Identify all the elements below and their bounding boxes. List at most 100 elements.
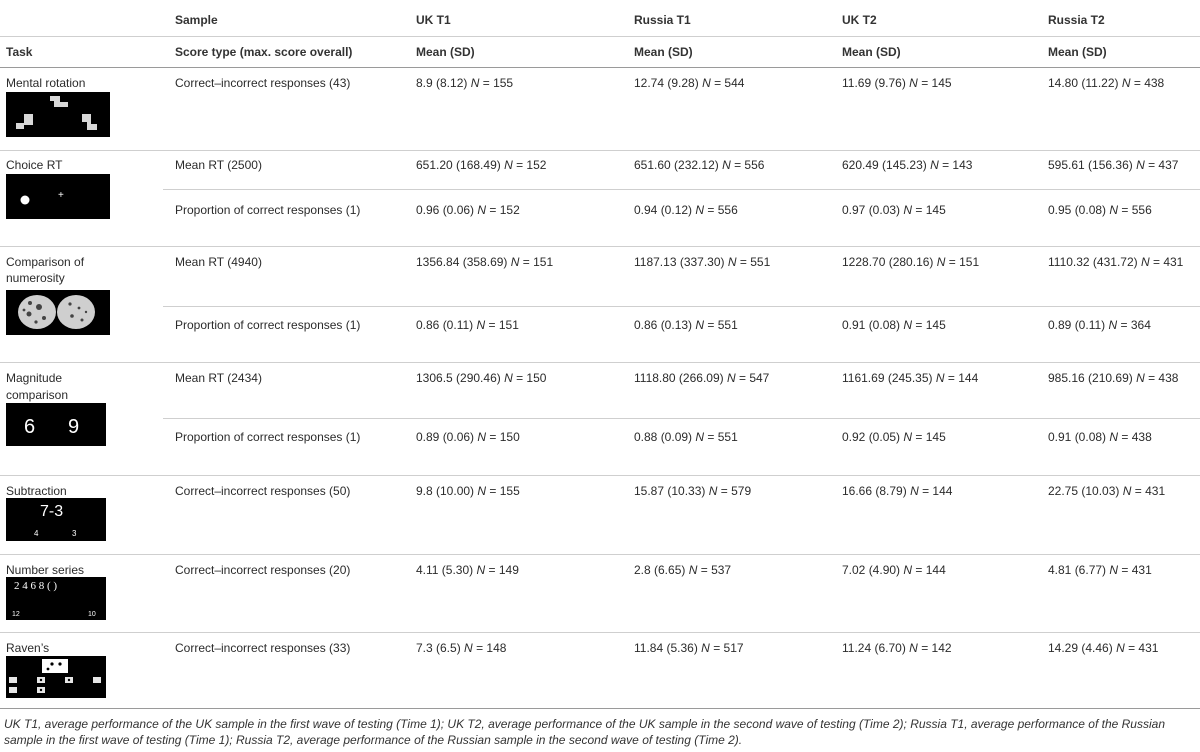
- task-name: comparison: [6, 388, 69, 402]
- value-cell: 0.94 (0.12) N = 556: [634, 203, 738, 218]
- n-symbol: N: [1108, 318, 1118, 332]
- n-symbol: N: [695, 430, 705, 444]
- footnote-line: sample in the first wave of testing (Tim…: [4, 733, 743, 747]
- sample-size: = 155: [489, 484, 520, 498]
- n-symbol: N: [504, 371, 513, 385]
- mean-sd: 651.60 (232.12): [634, 158, 719, 172]
- row-divider: [0, 246, 1200, 247]
- mean-sd: 4.81 (6.77): [1048, 563, 1107, 577]
- mean-sd: 14.80 (11.22): [1048, 76, 1119, 90]
- subtraction-stimulus: 7-3 4 3: [6, 498, 106, 541]
- mean-sd: 16.66 (8.79): [842, 484, 907, 498]
- value-cell: 0.95 (0.08) N = 556: [1048, 203, 1152, 218]
- value-cell: 9.8 (10.00) N = 155: [416, 484, 520, 499]
- value-cell: 1161.69 (245.35) N = 144: [842, 371, 978, 386]
- sample-size: = 144: [922, 484, 953, 498]
- subtraction-option: 3: [72, 529, 77, 538]
- n-symbol: N: [1116, 641, 1125, 655]
- mean-sd: 0.94 (0.12): [634, 203, 693, 217]
- sample-size: = 142: [921, 641, 952, 655]
- n-symbol: N: [903, 203, 913, 217]
- value-cell: 7.3 (6.5) N = 148: [416, 641, 506, 656]
- sample-size: = 438: [1148, 371, 1179, 385]
- value-cell: 620.49 (145.23) N = 143: [842, 158, 972, 173]
- sample-size: = 551: [707, 318, 738, 332]
- n-symbol: N: [930, 158, 939, 172]
- value-cell: 1356.84 (358.69) N = 151: [416, 255, 553, 270]
- n-symbol: N: [903, 563, 913, 577]
- value-cell: 651.20 (168.49) N = 152: [416, 158, 546, 173]
- n-symbol: N: [727, 255, 737, 269]
- sample-size: = 155: [482, 76, 514, 90]
- n-symbol: N: [470, 76, 480, 90]
- n-symbol: N: [1109, 203, 1119, 217]
- table-footnote: UK T1, average performance of the UK sam…: [4, 716, 1196, 748]
- value-cell: 14.29 (4.46) N = 431: [1048, 641, 1158, 656]
- mean-sd: 4.11 (5.30): [416, 563, 474, 577]
- value-cell: 1228.70 (280.16) N = 151: [842, 255, 979, 270]
- sample-size: = 438: [1121, 430, 1152, 444]
- n-symbol: N: [510, 255, 520, 269]
- sample-size: = 143: [942, 158, 973, 172]
- row-divider: [0, 362, 1200, 363]
- sample-size: = 544: [714, 76, 745, 90]
- value-cell: 1306.5 (290.46) N = 150: [416, 371, 546, 386]
- subtraction-problem: 7-3: [40, 503, 63, 520]
- header-uk-t1: UK T1: [416, 13, 451, 27]
- n-symbol: N: [701, 641, 710, 655]
- mean-sd: 595.61 (156.36): [1048, 158, 1133, 172]
- sample-size: = 551: [739, 255, 771, 269]
- target-dot-icon: [20, 195, 30, 205]
- n-symbol: N: [910, 484, 919, 498]
- n-symbol: N: [936, 255, 946, 269]
- n-symbol: N: [476, 563, 486, 577]
- sample-size: = 431: [1134, 484, 1166, 498]
- value-cell: 11.24 (6.70) N = 142: [842, 641, 952, 656]
- mean-sd: 2.8 (6.65): [634, 563, 686, 577]
- fixation-cross-icon: +: [58, 190, 64, 201]
- sample-size: = 431: [1128, 641, 1159, 655]
- header-score-type: Score type (max. score overall): [175, 45, 353, 59]
- sample-size: = 556: [707, 203, 738, 217]
- mean-sd: 15.87 (10.33): [634, 484, 706, 498]
- sample-size: = 556: [734, 158, 765, 172]
- row-divider: [163, 306, 1200, 307]
- sample-size: = 144: [947, 371, 979, 385]
- sample-size: = 579: [720, 484, 752, 498]
- n-symbol: N: [476, 318, 486, 332]
- footnote-line: UK T1, average performance of the UK sam…: [4, 717, 1165, 731]
- value-cell: 0.89 (0.11) N = 364: [1048, 318, 1151, 333]
- value-cell: 4.11 (5.30) N = 149: [416, 563, 519, 578]
- mean-sd: 11.24 (6.70): [842, 641, 906, 655]
- value-cell: 8.9 (8.12) N = 155: [416, 76, 513, 91]
- mean-sd: 985.16 (210.69): [1048, 371, 1133, 385]
- value-cell: 0.91 (0.08) N = 438: [1048, 430, 1152, 445]
- sample-size: = 551: [707, 430, 738, 444]
- mean-sd: 0.89 (0.11): [1048, 318, 1106, 332]
- mean-sd: 11.69 (9.76): [842, 76, 906, 90]
- mean-sd: 0.86 (0.13): [634, 318, 693, 332]
- value-cell: 651.60 (232.12) N = 556: [634, 158, 764, 173]
- row-divider: [163, 418, 1200, 419]
- sample-size: = 556: [1121, 203, 1152, 217]
- value-cell: 0.88 (0.09) N = 551: [634, 430, 738, 445]
- row-divider: [0, 475, 1200, 476]
- n-symbol: N: [935, 371, 945, 385]
- n-symbol: N: [1136, 371, 1145, 385]
- sample-size: = 148: [476, 641, 507, 655]
- series-option: 12: [12, 611, 20, 618]
- value-cell: 1187.13 (337.30) N = 551: [634, 255, 770, 270]
- n-symbol: N: [903, 318, 913, 332]
- header-sample: Sample: [175, 13, 218, 27]
- n-symbol: N: [1109, 563, 1119, 577]
- header-task: Task: [6, 45, 33, 59]
- table-bottom-rule: [0, 708, 1200, 709]
- sample-size: = 145: [915, 203, 946, 217]
- sample-size: = 431: [1152, 255, 1184, 269]
- digit-left: 6: [24, 416, 35, 438]
- score-type-cell: Proportion of correct responses (1): [175, 203, 361, 217]
- sample-size: = 145: [915, 318, 946, 332]
- sample-size: = 152: [516, 158, 547, 172]
- sample-size: = 149: [488, 563, 519, 577]
- value-cell: 0.91 (0.08) N = 145: [842, 318, 946, 333]
